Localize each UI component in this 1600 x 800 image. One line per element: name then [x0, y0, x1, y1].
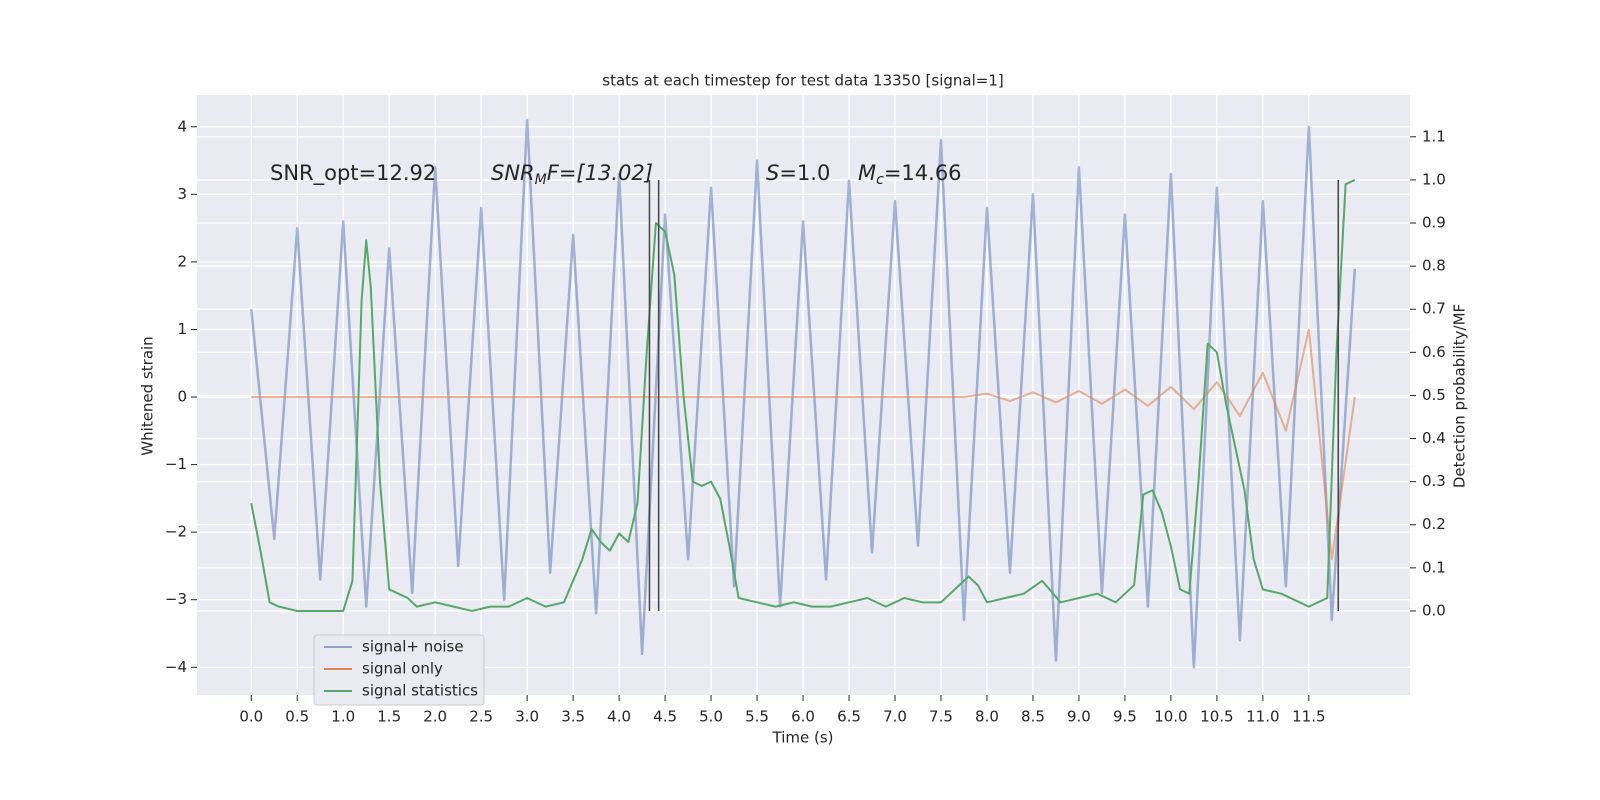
x-tick-label: 8.5 — [1021, 708, 1045, 726]
x-tick-label: 1.5 — [377, 708, 401, 726]
annotation-part: =1.0 — [779, 161, 830, 185]
y-tick-label: 0 — [177, 388, 187, 406]
x-axis-label: Time (s) — [772, 729, 834, 747]
chart-title: stats at each timestep for test data 133… — [602, 72, 1003, 90]
annotation-part: =14.66 — [884, 161, 962, 185]
legend-box — [313, 634, 485, 706]
x-tick-label: 11.5 — [1292, 708, 1325, 726]
x-tick-label: 2.5 — [469, 708, 493, 726]
x-tick-label: 9.5 — [1113, 708, 1137, 726]
annotation-part: c — [876, 172, 884, 188]
y-tick-label: 3 — [177, 185, 187, 203]
x-tick-label: 10.5 — [1200, 708, 1233, 726]
x-tick-label: 3.5 — [561, 708, 585, 726]
y2-tick-label: 0.3 — [1422, 472, 1446, 490]
x-tick-label: 0.5 — [285, 708, 309, 726]
x-tick-label: 6.0 — [791, 708, 815, 726]
y-tick-label: 1 — [177, 320, 187, 338]
annotation: S=1.0 — [766, 161, 830, 185]
annotation-part: SNR_opt=12.92 — [270, 161, 436, 186]
x-tick-label: 7.0 — [883, 708, 907, 726]
x-tick-label: 5.0 — [699, 708, 723, 726]
y2-tick-label: 1.1 — [1422, 127, 1446, 145]
x-tick-label: 5.5 — [745, 708, 769, 726]
x-tick-label: 4.0 — [607, 708, 631, 726]
y2-tick-label: 1.0 — [1422, 170, 1446, 188]
x-tick-label: 7.5 — [929, 708, 953, 726]
y2-tick-label: 0.6 — [1422, 343, 1446, 361]
y2-tick-label: 0.5 — [1422, 386, 1446, 404]
x-tick-label: 1.0 — [331, 708, 355, 726]
x-tick-label: 2.0 — [423, 708, 447, 726]
y2-tick-label: 0.1 — [1422, 558, 1446, 576]
y-tick-label: 4 — [177, 117, 187, 135]
series-line — [251, 328, 1356, 561]
series-line — [250, 179, 1356, 612]
y-tick-label: −3 — [165, 590, 187, 608]
y2-tick-label: 0.4 — [1422, 429, 1446, 447]
legend-label: signal+ noise — [362, 638, 464, 656]
y2-tick-label: 0.9 — [1422, 214, 1446, 232]
y2-axis-label: Detection probability/MF — [1451, 304, 1469, 488]
x-tick-label: 9.0 — [1067, 708, 1091, 726]
x-tick-label: 11.0 — [1246, 708, 1279, 726]
legend-label: signal only — [362, 660, 443, 678]
x-tick-label: 6.5 — [837, 708, 861, 726]
y2-tick-label: 0.0 — [1422, 601, 1446, 619]
annotation-part: M — [858, 161, 876, 185]
series-line — [250, 118, 1357, 669]
annotation-part: SNR — [491, 161, 535, 185]
x-tick-label: 10.0 — [1154, 708, 1187, 726]
x-tick-label: 0.0 — [239, 708, 263, 726]
y-axis-label: Whitened strain — [139, 336, 157, 455]
x-tick-label: 3.0 — [515, 708, 539, 726]
annotation-part: F=[13.02] — [547, 161, 653, 185]
grid — [197, 95, 1410, 695]
annotation-part: M — [535, 172, 547, 188]
y-tick-label: −4 — [165, 658, 187, 676]
y2-tick-label: 0.2 — [1422, 515, 1446, 533]
x-tick-label: 4.5 — [653, 708, 677, 726]
y-tick-label: −1 — [165, 455, 187, 473]
y2-tick-label: 0.7 — [1422, 300, 1446, 318]
annotation-part: S — [766, 161, 779, 185]
annotation: SNR_opt=12.92 — [270, 161, 436, 186]
y-tick-label: 2 — [177, 252, 187, 270]
annotation: SNRMF=[13.02] — [491, 161, 653, 188]
legend-label: signal statistics — [362, 682, 478, 700]
y2-tick-label: 0.8 — [1422, 257, 1446, 275]
annotation: Mc=14.66 — [858, 161, 962, 188]
x-tick-label: 8.0 — [975, 708, 999, 726]
y-tick-label: −2 — [165, 523, 187, 541]
